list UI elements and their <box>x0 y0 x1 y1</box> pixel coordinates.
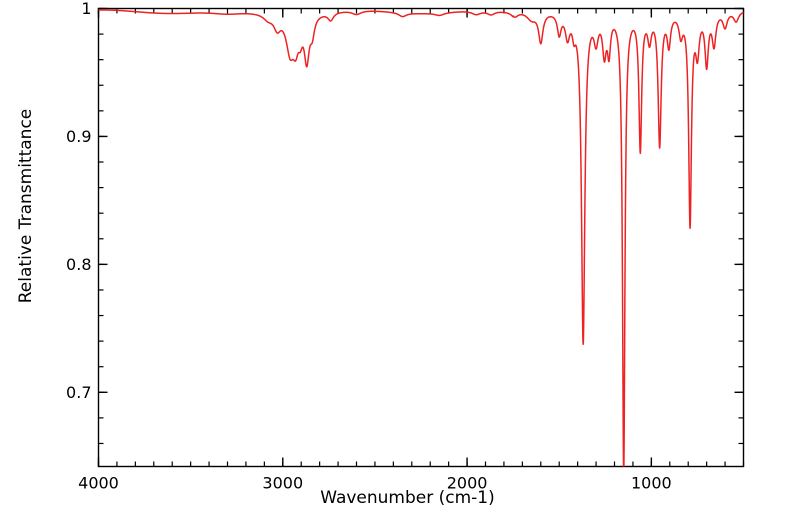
x-axis-title-text: Wavenumber (cm-1) <box>320 488 495 508</box>
y-tick-label: 0.8 <box>66 255 91 274</box>
x-axis-tick-labels: 4000 3000 2000 1000 <box>78 474 672 493</box>
y-axis-tick-labels: 1 0.9 0.8 0.7 <box>66 0 91 402</box>
plot-frame <box>97 7 745 468</box>
x-tick-label: 1000 <box>631 474 672 493</box>
x-axis-major-ticks <box>97 8 653 467</box>
y-axis-title: Relative Transmittance <box>16 108 36 304</box>
x-tick-label: 4000 <box>78 474 119 493</box>
x-tick-label: 3000 <box>262 474 303 493</box>
spectrum-series <box>98 9 744 467</box>
y-tick-label: 1 <box>81 0 91 18</box>
y-axis-major-ticks <box>98 7 744 393</box>
x-axis-title: Wavenumber (cm-1) <box>0 488 799 508</box>
y-tick-label: 0.7 <box>66 383 91 402</box>
x-tick-label: 2000 <box>447 474 488 493</box>
y-tick-label: 0.9 <box>66 127 91 146</box>
